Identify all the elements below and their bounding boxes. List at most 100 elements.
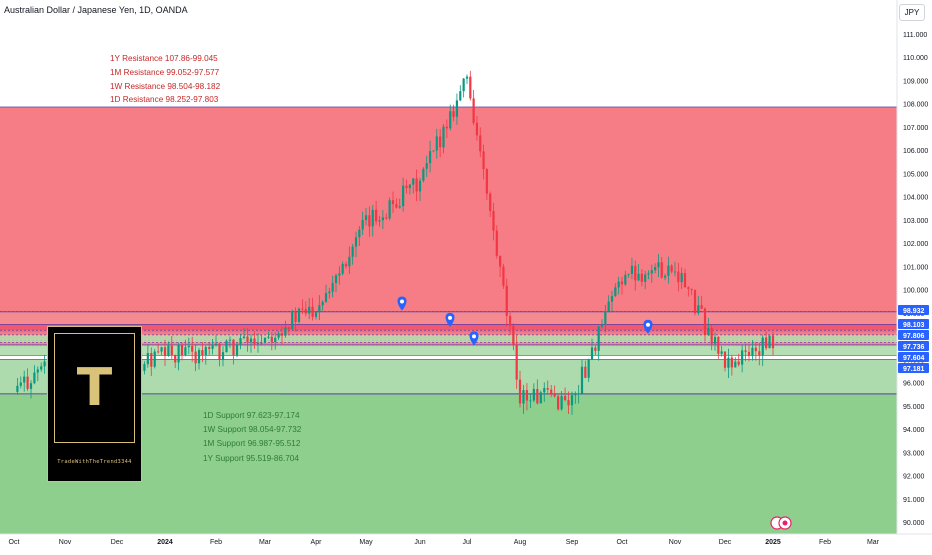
candle-body <box>29 383 33 389</box>
candle-body <box>422 168 425 181</box>
candle-body <box>260 342 263 344</box>
candle-body <box>270 336 273 343</box>
candle-body <box>16 385 19 392</box>
candle-body <box>221 352 225 360</box>
candle-body <box>361 220 364 230</box>
resistance-label-1w: 1W Resistance 98.504-98.182 <box>110 82 221 91</box>
price-tag <box>898 319 929 329</box>
candle-body <box>697 305 700 314</box>
candle-body <box>617 281 620 288</box>
price-axis-tick: 94.000 <box>903 427 925 434</box>
candle-body <box>693 289 697 314</box>
candle-body <box>19 382 22 386</box>
candle-body <box>489 193 492 211</box>
candle-body <box>256 342 260 344</box>
candle-body <box>747 351 751 357</box>
price-axis-tick: 102.000 <box>903 241 928 248</box>
candle-body <box>614 287 617 297</box>
support-label-1w: 1W Support 98.054-97.732 <box>203 425 302 434</box>
time-axis-tick: Feb <box>819 539 831 546</box>
candle-body <box>432 150 435 152</box>
candle-body <box>344 263 348 267</box>
candle-body <box>751 347 754 357</box>
price-axis-tick: 111.000 <box>903 32 927 39</box>
candle-body <box>730 357 733 368</box>
candle-body <box>771 335 775 349</box>
candle-body <box>398 206 401 208</box>
candle-body <box>640 273 643 282</box>
candle-body <box>567 400 570 406</box>
price-axis-tick: 95.000 <box>903 404 925 411</box>
candle-body <box>253 338 256 344</box>
price-tag <box>898 330 929 340</box>
price-axis-tick: 93.000 <box>903 450 925 457</box>
time-axis-tick: Mar <box>867 539 880 546</box>
candle-body <box>348 256 351 267</box>
candle-body <box>499 255 502 267</box>
candle-body <box>687 287 690 289</box>
candle-body <box>228 339 232 341</box>
resistance-label-1y: 1Y Resistance 107.86-99.045 <box>110 54 218 63</box>
price-axis-tick: 109.000 <box>903 78 928 85</box>
candle-body <box>425 163 428 169</box>
candle-body <box>482 151 485 170</box>
candle-body <box>246 336 249 343</box>
price-axis-tick: 90.000 <box>903 520 925 527</box>
candle-body <box>529 400 532 402</box>
candle-body <box>667 265 670 276</box>
support-label-1m: 1M Support 96.987-95.512 <box>203 439 301 448</box>
candle-body <box>670 265 673 272</box>
candle-body <box>703 308 707 335</box>
candle-body <box>654 267 657 271</box>
time-axis-tick: Oct <box>617 539 628 546</box>
candle-body <box>334 275 338 283</box>
candle-body <box>371 209 374 227</box>
watermark-logo: T TradeWithTheTrend3344 <box>47 326 142 482</box>
candle-body <box>418 180 422 192</box>
candle-body <box>405 185 408 189</box>
currency-button[interactable]: JPY <box>899 4 925 21</box>
support-label-1d: 1D Support 97.623-97.174 <box>203 411 300 420</box>
candle-body <box>713 336 717 344</box>
price-axis-tick: 100.000 <box>903 288 928 295</box>
candle-body <box>378 220 381 222</box>
candle-body <box>761 337 764 356</box>
candle-body <box>584 366 587 378</box>
candle-body <box>574 393 577 396</box>
candle-body <box>354 237 358 247</box>
candle-body <box>331 282 334 292</box>
candle-body <box>630 265 634 274</box>
tradingview-logo-icon[interactable] <box>770 516 792 530</box>
candle-body <box>475 122 479 136</box>
candle-body <box>318 305 321 313</box>
candle-body <box>683 273 687 288</box>
candle-body <box>26 376 29 389</box>
candle-body <box>291 312 294 330</box>
price-tag <box>898 352 929 362</box>
candle-body <box>768 335 771 349</box>
candle-body <box>727 357 730 368</box>
candle-body <box>673 271 677 273</box>
candle-body <box>395 204 398 208</box>
price-axis-tick: 91.000 <box>903 497 925 504</box>
time-axis-tick: May <box>359 539 373 546</box>
candle-body <box>381 217 384 221</box>
candle-body <box>710 328 713 344</box>
price-axis-tick: 110.000 <box>903 55 928 62</box>
candle-body <box>242 336 246 339</box>
price-axis-tick: 104.000 <box>903 195 928 202</box>
price-tag <box>898 341 929 351</box>
price-tag-label: 98.932 <box>903 308 925 315</box>
candle-body <box>211 344 214 349</box>
candle-body <box>495 230 498 256</box>
candle-body <box>232 339 235 356</box>
candle-body <box>160 347 163 352</box>
candle-body <box>249 338 253 343</box>
candle-body <box>274 337 277 343</box>
location-pin-dot <box>448 315 452 320</box>
price-tag-label: 97.604 <box>903 355 925 362</box>
candle-body <box>287 327 290 330</box>
candle-body <box>522 390 525 404</box>
